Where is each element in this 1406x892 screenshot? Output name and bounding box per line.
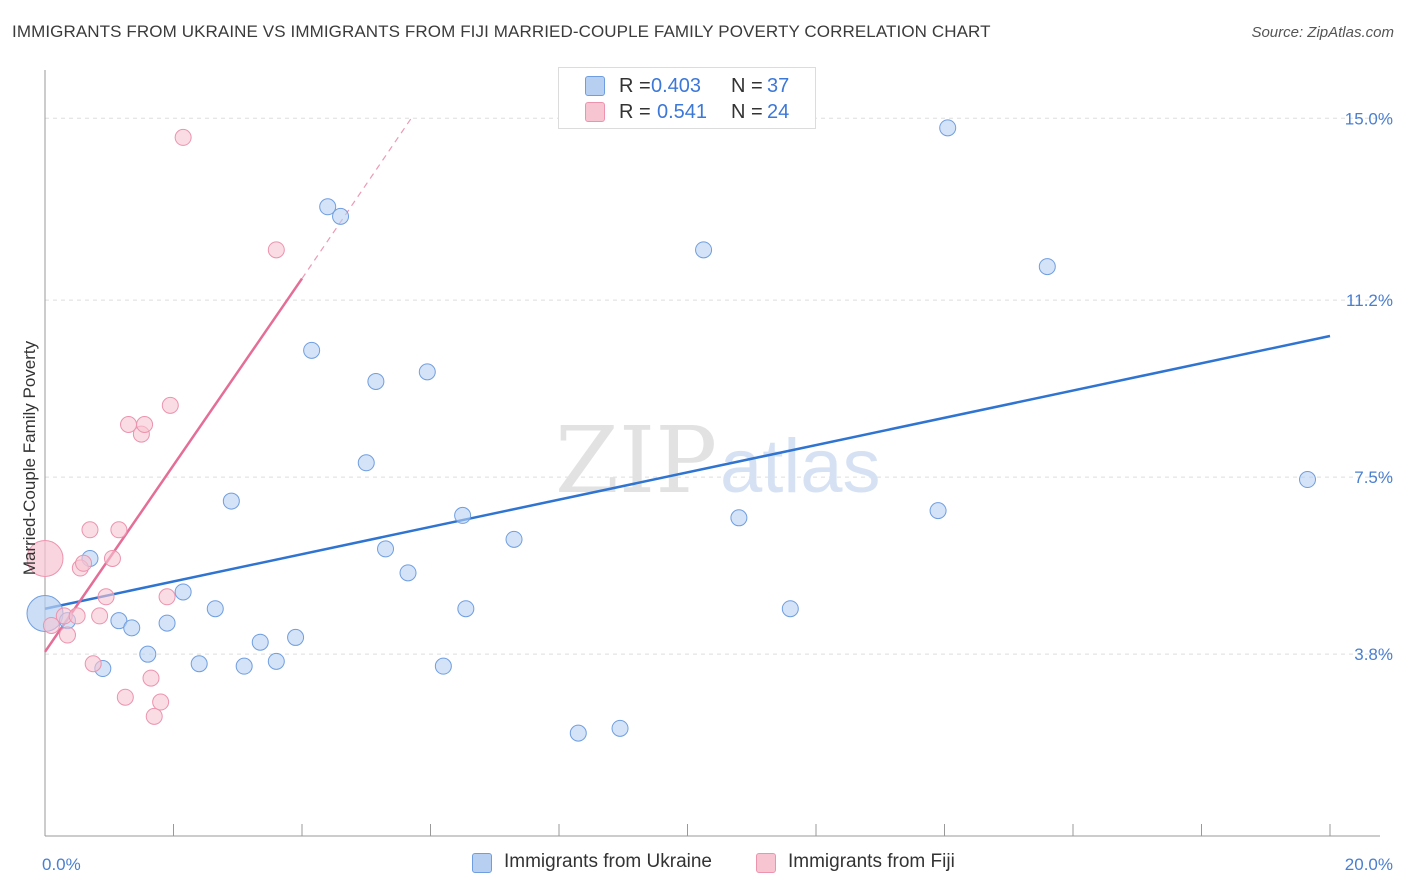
n-value: 24 (767, 101, 790, 123)
legend-label-fiji: Immigrants from Fiji (788, 851, 955, 872)
x-tick-label: 0.0% (42, 855, 81, 874)
n-value: 37 (767, 75, 790, 97)
ukraine-point (206, 600, 224, 618)
fiji-trendline (43, 277, 304, 653)
fiji-point (68, 607, 86, 625)
ukraine-point (418, 363, 436, 381)
ukraine-swatch (585, 76, 605, 96)
fiji-point (110, 521, 128, 539)
source-label: Source: ZipAtlas.com (1251, 24, 1394, 41)
ukraine-point (434, 657, 452, 675)
fiji-point (267, 241, 285, 259)
r-value: 0.541 (657, 101, 708, 123)
x-tick-label: 20.0% (1345, 855, 1393, 874)
ukraine-point (235, 657, 253, 675)
y-axis-label: Married-Couple Family Poverty (20, 340, 39, 575)
ukraine-point (457, 600, 475, 618)
gridlines (45, 117, 1392, 655)
ukraine-point (399, 564, 417, 582)
fiji-point (136, 416, 154, 434)
ukraine-point (781, 600, 799, 618)
fiji-point (116, 688, 134, 706)
watermark: ZIP atlas (555, 407, 881, 514)
fiji-point (81, 521, 99, 539)
ukraine-point (222, 492, 240, 510)
ukraine-point (158, 614, 176, 632)
n-label: N = (731, 101, 763, 123)
y-tick-label: 11.2% (1346, 291, 1393, 310)
fiji-point (91, 607, 109, 625)
fiji-point (42, 616, 60, 634)
ukraine-swatch (472, 853, 492, 873)
fiji-point (84, 655, 102, 673)
ukraine-point (190, 655, 208, 673)
ukraine-point (611, 719, 629, 737)
watermark-zip: ZIP (555, 407, 717, 514)
ukraine-point (377, 540, 395, 558)
fiji-swatch (585, 102, 605, 122)
fiji-point (161, 396, 179, 414)
ukraine-point (939, 119, 957, 137)
ukraine-point (929, 502, 947, 520)
fiji-point (145, 707, 163, 725)
fiji-point (158, 588, 176, 606)
fiji-point (174, 128, 192, 146)
ukraine-point (1299, 471, 1317, 489)
ukraine-point (730, 509, 748, 527)
ukraine-point (319, 198, 337, 216)
ukraine-point (367, 372, 385, 390)
ukraine-point (110, 612, 128, 630)
y-tick-labels: 3.8% 7.5% 11.2% 15.0% (1345, 109, 1393, 664)
fiji-point (142, 669, 160, 687)
n-label: N = (731, 75, 763, 97)
fiji-point (26, 539, 64, 577)
fiji-point (97, 588, 115, 606)
ukraine-point (454, 506, 472, 524)
r-label: R = (619, 75, 651, 97)
y-tick-label: 7.5% (1354, 468, 1393, 487)
fiji-point (152, 693, 170, 711)
fiji-point (103, 549, 121, 567)
fiji-swatch (756, 853, 776, 873)
fiji-point (58, 626, 76, 644)
trendlines (43, 117, 1331, 653)
ukraine-point (505, 530, 523, 548)
ukraine-point (267, 652, 285, 670)
fiji-trendline-extension (301, 117, 412, 279)
x-tick-labels: 0.0% 20.0% (42, 855, 1393, 874)
y-tick-label: 15.0% (1345, 109, 1393, 128)
ukraine-point (1038, 258, 1056, 276)
ukraine-point (332, 207, 350, 225)
ukraine-point (287, 628, 305, 646)
y-tick-label: 3.8% (1354, 645, 1393, 664)
r-value: 0.403 (651, 75, 702, 97)
ukraine-point (251, 633, 269, 651)
fiji-point (75, 554, 93, 572)
data-points (26, 119, 1317, 742)
legend-label-ukraine: Immigrants from Ukraine (504, 851, 712, 872)
ukraine-point (139, 645, 157, 663)
r-label: R = (619, 101, 651, 123)
ukraine-trendline (44, 334, 1331, 610)
ukraine-point (123, 619, 141, 637)
ukraine-point (303, 341, 321, 359)
x-tick-marks (44, 824, 1331, 836)
ukraine-point (569, 724, 587, 742)
chart-title: IMMIGRANTS FROM UKRAINE VS IMMIGRANTS FR… (12, 22, 991, 41)
correlation-legend: R = 0.403 N = 37 R = 0.541 N = 24 (558, 67, 816, 129)
ukraine-point (357, 454, 375, 472)
ukraine-point (174, 583, 192, 601)
ukraine-point (695, 241, 713, 259)
